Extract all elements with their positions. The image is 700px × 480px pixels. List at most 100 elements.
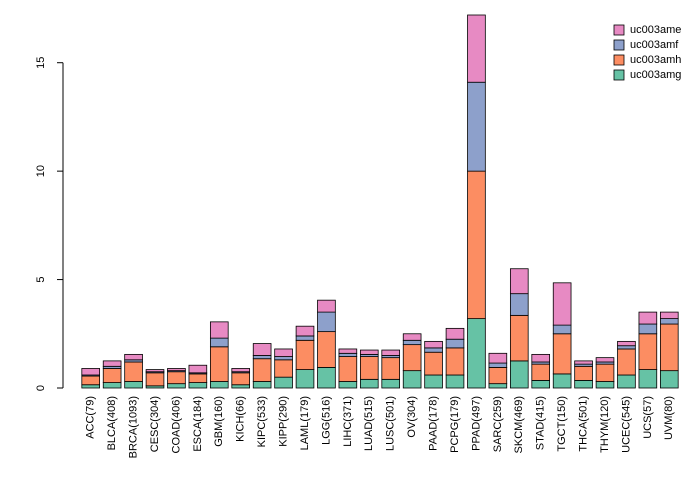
bar-segment-uc003amh-27	[659, 323, 679, 372]
x-tick-label: OV(304)	[406, 396, 418, 438]
bar-segment-uc003amh-11	[317, 331, 336, 368]
bar-segment-uc003amg-13	[359, 378, 379, 389]
x-tick-label: PCPG(179)	[449, 396, 461, 453]
bar-segment-uc003amg-7	[231, 384, 251, 389]
legend-label-uc003amg: uc003amg	[630, 69, 681, 81]
bar-segment-uc003ame-2	[124, 353, 143, 361]
bar-segment-uc003amf-6	[209, 337, 229, 348]
bar-segment-uc003amg-16	[424, 374, 443, 389]
y-tick-label: 15	[35, 57, 47, 69]
bar-segment-uc003amg-19	[488, 383, 508, 389]
bar-segment-uc003amg-9	[274, 376, 293, 389]
bar-segment-uc003amh-24	[595, 363, 615, 382]
bar-segment-uc003amg-18	[467, 318, 486, 389]
bar-segment-uc003amh-6	[209, 346, 229, 382]
legend-swatch-uc003amh	[613, 54, 625, 66]
bar-segment-uc003amf-22	[552, 324, 572, 335]
bar-segment-uc003ame-24	[595, 357, 615, 363]
legend: uc003ame uc003amf uc003amh uc003amg	[613, 24, 681, 81]
bar-segment-uc003amg-10	[295, 369, 315, 389]
bar-segment-uc003amg-20	[509, 360, 529, 389]
x-tick-label: COAD(406)	[170, 396, 182, 453]
x-tick-label: THCA(501)	[577, 396, 589, 452]
x-tick-label: CESC(304)	[149, 396, 161, 452]
bar-segment-uc003amf-11	[317, 311, 336, 333]
x-tick-label: UCEC(545)	[620, 396, 632, 453]
bar-segment-uc003ame-16	[424, 340, 443, 349]
bar-segment-uc003amf-17	[445, 338, 465, 349]
x-tick-label: TGCT(150)	[556, 396, 568, 452]
bar-segment-uc003amg-21	[531, 380, 551, 389]
bar-segment-uc003amh-1	[102, 368, 122, 383]
bar-segment-uc003amf-18	[467, 81, 486, 172]
bar-segment-uc003amg-11	[317, 366, 336, 389]
y-axis: 0 5 10 15	[35, 57, 64, 391]
bar-segment-uc003ame-7	[231, 368, 251, 373]
bar-segment-uc003amg-2	[124, 381, 143, 389]
bar-segment-uc003amh-20	[509, 314, 529, 362]
legend-label-uc003amh: uc003amh	[630, 54, 681, 66]
x-tick-label: UCS(57)	[642, 396, 654, 439]
bar-segment-uc003amh-4	[167, 371, 186, 385]
bar-segment-uc003amh-12	[338, 356, 358, 382]
legend-label-uc003amf: uc003amf	[630, 39, 679, 51]
bar-segment-uc003ame-0	[81, 368, 101, 376]
bar-segment-uc003amf-26	[638, 323, 658, 335]
bar-segment-uc003amh-17	[445, 347, 465, 376]
x-tick-label: KICH(66)	[235, 396, 247, 442]
bar-segment-uc003amf-10	[295, 335, 315, 341]
bar-segment-uc003amh-18	[467, 170, 486, 320]
x-tick-label: KIPC(533)	[256, 396, 268, 447]
x-tick-label: GBM(160)	[213, 396, 225, 447]
x-tick-label: LGG(516)	[320, 396, 332, 445]
legend-swatch-uc003ame	[613, 24, 625, 36]
bar-segment-uc003ame-21	[531, 353, 551, 363]
bars-group	[81, 14, 679, 389]
legend-swatch-uc003amg	[613, 69, 625, 81]
bar-segment-uc003ame-4	[167, 368, 186, 372]
bar-segment-uc003amh-26	[638, 333, 658, 370]
bar-segment-uc003ame-27	[659, 311, 679, 320]
bar-segment-uc003amg-26	[638, 369, 658, 389]
bar-segment-uc003ame-17	[445, 327, 465, 340]
bar-segment-uc003amh-25	[617, 348, 636, 376]
bar-segment-uc003amh-0	[81, 375, 101, 386]
bar-segment-uc003amh-22	[552, 333, 572, 375]
bar-segment-uc003amh-14	[381, 357, 401, 380]
bar-segment-uc003ame-12	[338, 348, 358, 354]
x-tick-label: PAAD(178)	[427, 396, 439, 451]
bar-segment-uc003amh-15	[402, 344, 422, 372]
bar-segment-uc003ame-19	[488, 352, 508, 364]
bar-segment-uc003amh-21	[531, 363, 551, 381]
bar-segment-uc003amf-8	[252, 355, 272, 360]
bar-segment-uc003amg-22	[552, 373, 572, 389]
bar-segment-uc003amh-2	[124, 361, 143, 382]
bar-segment-uc003amh-13	[359, 356, 379, 380]
bar-segment-uc003amg-23	[574, 380, 593, 389]
bar-segment-uc003amf-16	[424, 347, 443, 353]
bar-segment-uc003amh-5	[188, 373, 208, 383]
x-tick-label: KIPP(290)	[277, 396, 289, 447]
bar-segment-uc003amg-24	[595, 381, 615, 389]
bar-segment-uc003amg-27	[659, 370, 679, 389]
bar-segment-uc003amf-27	[659, 318, 679, 325]
bar-segment-uc003amf-25	[617, 345, 636, 350]
y-tick-label: 10	[35, 165, 47, 177]
x-tick-label: ACC(79)	[85, 396, 97, 439]
bar-segment-uc003amf-19	[488, 362, 508, 368]
x-tick-label: LUAD(515)	[363, 396, 375, 451]
bar-segment-uc003amh-8	[252, 358, 272, 382]
x-tick-label: STAD(415)	[535, 396, 547, 450]
x-tick-label: LAML(179)	[299, 396, 311, 450]
bar-segment-uc003amg-17	[445, 374, 465, 389]
x-tick-label: SKCM(469)	[513, 396, 525, 453]
bar-segment-uc003amg-25	[617, 374, 636, 389]
bar-segment-uc003ame-9	[274, 348, 293, 357]
bar-segment-uc003amg-4	[167, 383, 186, 389]
x-tick-label: ESCA(184)	[192, 396, 204, 452]
bar-segment-uc003ame-18	[467, 14, 486, 83]
bar-segment-uc003amh-16	[424, 351, 443, 376]
y-tick-label: 5	[35, 277, 47, 283]
bar-segment-uc003amg-5	[188, 382, 208, 389]
